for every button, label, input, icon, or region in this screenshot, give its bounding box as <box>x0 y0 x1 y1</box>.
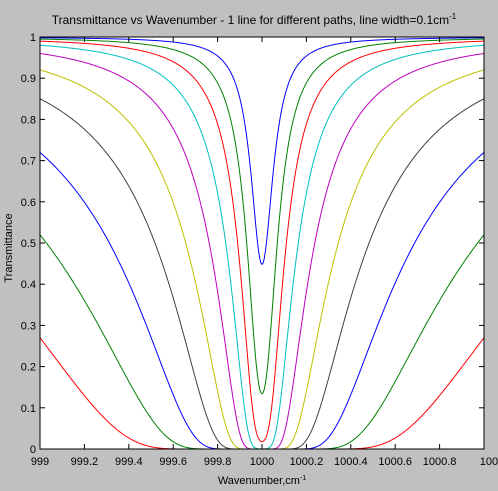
y-tick-label: 0 <box>30 444 36 456</box>
y-tick-label: 0.9 <box>21 73 36 85</box>
y-tick-label: 0.1 <box>21 403 36 415</box>
plot-area <box>40 37 484 449</box>
x-tick-label: 1001 <box>480 456 498 468</box>
y-tick-label: 0.3 <box>21 320 36 332</box>
y-axis: 0 0.1 0.2 0.3 0.4 0.5 0.6 0.7 0.8 0.9 1 <box>21 32 484 456</box>
x-axis: 999 999.2 999.4 999.6 999.8 1000 1000.2 1000.4 1… <box>31 37 498 468</box>
x-tick-label: 999.8 <box>204 456 232 468</box>
y-tick-label: 0.8 <box>21 114 36 126</box>
x-tick-label: 1000.8 <box>423 456 457 468</box>
x-tick-label: 999 <box>31 456 49 468</box>
series-line-3 <box>39 40 485 443</box>
series-line-1 <box>39 37 485 266</box>
y-tick-label: 0.4 <box>21 279 36 291</box>
x-tick-label: 1000.2 <box>290 456 324 468</box>
x-tick-label: 999.4 <box>115 456 143 468</box>
x-tick-label: 999.6 <box>159 456 187 468</box>
x-tick-label: 999.2 <box>71 456 99 468</box>
y-tick-label: 1 <box>30 32 36 44</box>
x-axis-label: Wavenumber,cm-1 <box>218 475 306 487</box>
chart-title: Transmittance vs Wavenumber - 1 line for… <box>52 12 457 27</box>
y-tick-label: 0.2 <box>21 362 36 374</box>
y-axis-label: Transmittance <box>3 213 15 282</box>
y-tick-label: 0.5 <box>21 238 36 250</box>
y-tick-label: 0.6 <box>21 197 36 209</box>
x-tick-label: 1000.4 <box>334 456 368 468</box>
series-line-2 <box>39 38 485 395</box>
y-tick-label: 0.7 <box>21 156 36 168</box>
x-tick-label: 1000 <box>250 456 274 468</box>
x-tick-label: 1000.6 <box>378 456 412 468</box>
